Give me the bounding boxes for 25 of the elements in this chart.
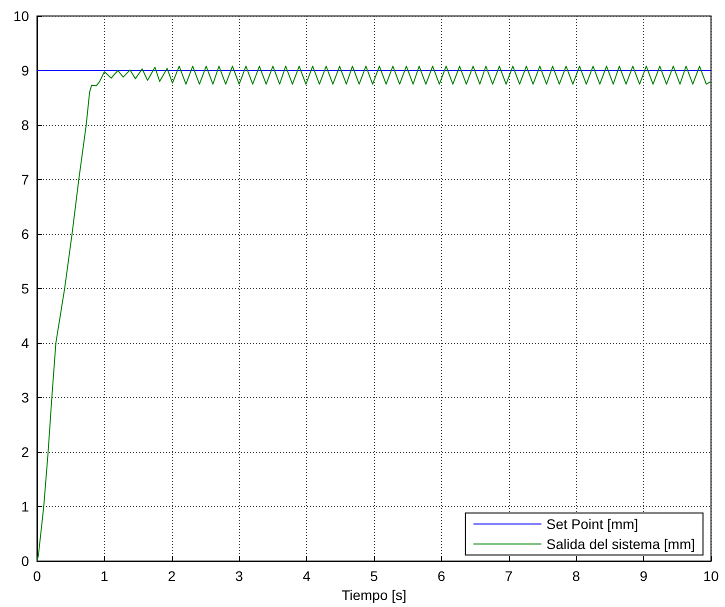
y-tick-label: 8 — [21, 117, 30, 134]
y-tick-label: 6 — [21, 226, 30, 242]
x-tick-label: 10 — [703, 568, 719, 584]
x-tick-label: 9 — [640, 568, 648, 584]
y-tick-label: 10 — [13, 8, 30, 24]
x-tick-label: 7 — [504, 568, 513, 584]
y-tick-label: 1 — [21, 498, 30, 515]
x-tick-label: 4 — [302, 568, 311, 584]
x-tick-label: 0 — [33, 568, 42, 584]
y-tick-label: 2 — [21, 444, 30, 460]
x-tick-label: 3 — [235, 568, 244, 584]
x-axis-title: Tiempo [s] — [342, 587, 406, 603]
y-tick-label: 0 — [21, 553, 30, 570]
legend-label: Salida del sistema [mm] — [546, 536, 696, 552]
y-tick-label: 5 — [21, 280, 30, 297]
y-tick-label: 9 — [21, 62, 30, 79]
y-tick-label: 3 — [21, 390, 30, 406]
x-tick-label: 6 — [438, 568, 446, 584]
legend-label: Set Point [mm] — [546, 516, 638, 532]
x-tick-label: 1 — [100, 568, 108, 584]
y-tick-label: 4 — [21, 335, 30, 352]
x-tick-label: 5 — [370, 568, 378, 584]
x-tick-label: 2 — [168, 568, 176, 584]
x-tick-label: 8 — [572, 568, 580, 584]
y-tick-label: 7 — [21, 172, 30, 188]
